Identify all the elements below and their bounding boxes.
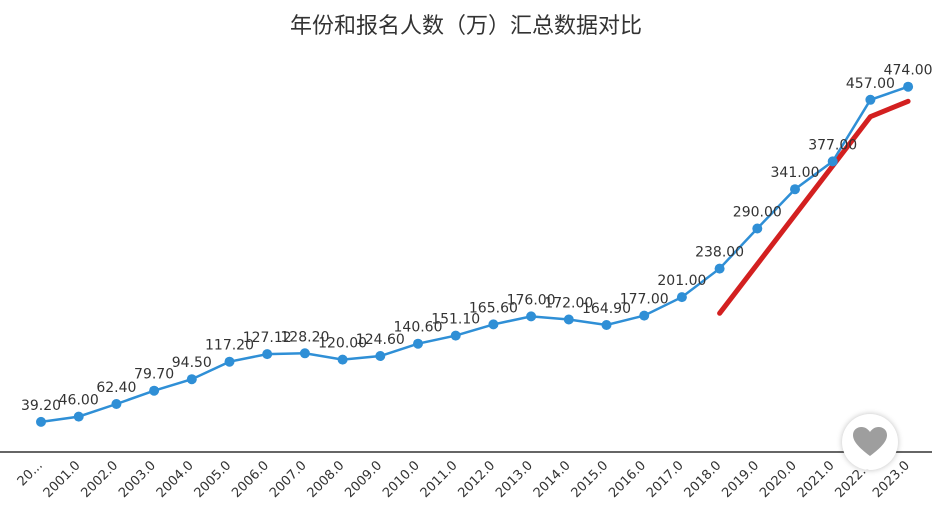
data-point[interactable]	[149, 385, 160, 396]
data-point[interactable]	[488, 319, 499, 330]
data-label: 117.20	[205, 338, 254, 354]
data-label: 377.00	[808, 137, 857, 153]
data-point[interactable]	[413, 338, 423, 349]
data-point[interactable]	[375, 351, 386, 361]
x-tick-label: 2021.0	[795, 458, 838, 501]
x-tick-label: 2010.0	[380, 458, 423, 501]
favorite-button[interactable]	[842, 414, 898, 470]
data-point[interactable]	[73, 411, 84, 422]
data-label: 474.00	[884, 63, 932, 79]
heart-icon	[853, 427, 887, 456]
data-label: 46.00	[59, 393, 99, 409]
x-tick-label: 2007.0	[267, 458, 310, 501]
data-label: 151.10	[431, 312, 480, 328]
data-label: 128.20	[280, 329, 329, 345]
data-point[interactable]	[601, 320, 612, 330]
x-tick-label: 2001.0	[41, 458, 84, 501]
data-label: 62.40	[96, 380, 136, 396]
data-label: 120.00	[318, 336, 367, 352]
x-tick-label: 2012.0	[455, 458, 498, 501]
x-tick-label: 2004.0	[154, 458, 197, 501]
x-tick-label: 2017.0	[644, 458, 687, 501]
data-label: 457.00	[846, 76, 895, 92]
data-point[interactable]	[186, 374, 197, 385]
x-tick-label: 2015.0	[569, 458, 612, 501]
data-point[interactable]	[36, 416, 46, 427]
data-label: 341.00	[771, 165, 820, 181]
trend-line	[717, 98, 911, 316]
data-point[interactable]	[262, 349, 273, 360]
data-label: 165.60	[469, 300, 518, 316]
data-point[interactable]	[526, 311, 537, 322]
data-point[interactable]	[450, 330, 461, 341]
data-label: 140.60	[394, 320, 443, 336]
data-label: 94.50	[172, 355, 212, 371]
data-label: 172.00	[544, 296, 593, 312]
data-point[interactable]	[563, 314, 574, 325]
x-tick-label: 2003.0	[116, 458, 159, 501]
x-tick-label: 2019.0	[719, 458, 762, 501]
data-point[interactable]	[224, 356, 235, 367]
data-label: 290.00	[733, 205, 782, 221]
x-tick-label: 2013.0	[493, 458, 536, 501]
chart-title: 年份和报名人数（万）汇总数据对比	[289, 14, 642, 39]
data-label: 79.70	[134, 367, 174, 383]
x-tick-label: 2020.0	[757, 458, 800, 501]
x-tick-label: 2008.0	[305, 458, 348, 501]
data-label: 164.90	[582, 301, 631, 317]
x-tick-label: 2009.0	[342, 458, 385, 501]
data-label: 39.20	[21, 398, 61, 414]
data-point[interactable]	[827, 156, 838, 167]
data-point[interactable]	[865, 94, 876, 105]
data-point[interactable]	[903, 81, 914, 92]
x-tick-label: 2011.0	[418, 458, 461, 501]
x-tick-label: 2016.0	[606, 458, 649, 501]
data-point[interactable]	[111, 399, 122, 409]
data-label: 124.60	[356, 332, 405, 348]
x-tick-label: 2002.0	[78, 458, 121, 501]
data-label: 176.00	[507, 292, 556, 308]
data-label: 238.00	[695, 245, 744, 261]
data-point[interactable]	[676, 292, 687, 303]
data-label: 127.12	[243, 330, 292, 346]
series-line	[40, 85, 909, 424]
data-point[interactable]	[714, 263, 725, 274]
x-tick-label: 2014.0	[531, 458, 574, 501]
data-point[interactable]	[299, 348, 310, 359]
data-label: 201.00	[657, 273, 706, 289]
x-tick-label: 2018.0	[682, 458, 725, 501]
x-tick-label: 2006.0	[229, 458, 272, 501]
data-point[interactable]	[790, 184, 800, 195]
x-tick-label: 20...	[15, 458, 46, 489]
data-point[interactable]	[639, 310, 650, 321]
x-tick-label: 2005.0	[192, 458, 235, 501]
data-point[interactable]	[337, 354, 348, 365]
data-point[interactable]	[752, 223, 763, 234]
data-label: 177.00	[620, 292, 669, 308]
